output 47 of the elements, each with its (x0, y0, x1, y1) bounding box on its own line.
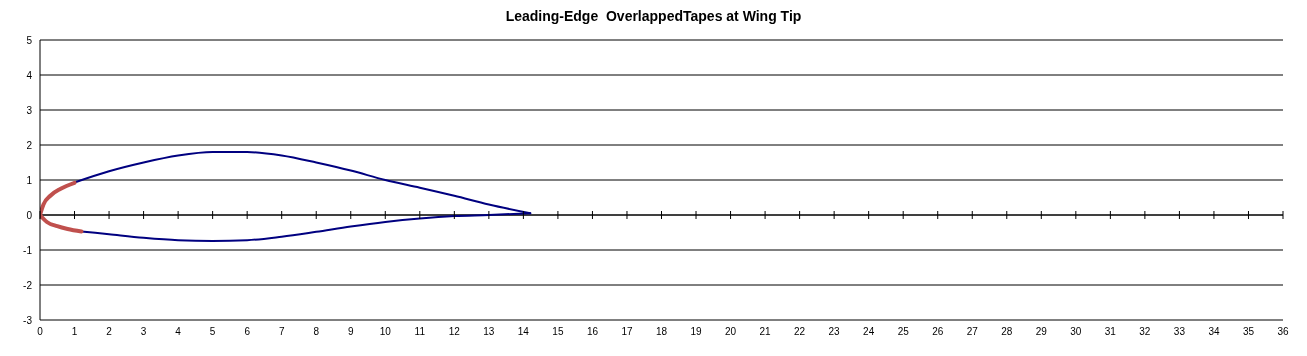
x-tick-label: 7 (278, 326, 285, 338)
x-tick-label: 20 (724, 326, 737, 338)
x-tick-label: 19 (690, 326, 703, 338)
x-tick-label: 4 (175, 326, 182, 338)
x-tick-label: 3 (140, 326, 147, 338)
y-tick-label: 2 (26, 139, 33, 151)
y-tick-label: 0 (26, 209, 33, 221)
x-tick-label: 11 (414, 326, 426, 338)
y-tick-label: 5 (26, 34, 33, 46)
x-tick-label: 23 (828, 326, 841, 338)
x-tick-label: 10 (379, 326, 392, 338)
x-tick-label: 34 (1208, 326, 1220, 338)
x-tick-label: 36 (1277, 326, 1289, 338)
x-tick-label: 27 (966, 326, 979, 338)
x-tick-label: 32 (1139, 326, 1151, 338)
x-tick-label: 12 (448, 326, 461, 338)
y-tick-label: -1 (23, 244, 33, 256)
x-tick-label: 35 (1242, 326, 1255, 338)
y-tick-label: -2 (23, 279, 33, 291)
x-tick-label: 9 (347, 326, 354, 338)
x-tick-label: 25 (897, 326, 910, 338)
x-tick-label: 24 (863, 326, 875, 338)
y-tick-label: 3 (26, 104, 33, 116)
x-tick-label: 0 (37, 326, 44, 338)
x-tick-label: 22 (794, 326, 806, 338)
x-tick-label: 29 (1035, 326, 1048, 338)
x-tick-label: 30 (1070, 326, 1082, 338)
x-tick-label: 33 (1173, 326, 1186, 338)
x-tick-label: 16 (586, 326, 599, 338)
x-tick-label: 15 (552, 326, 564, 338)
x-tick-label: 17 (621, 326, 633, 338)
y-tick-label: 1 (26, 174, 33, 186)
y-tick-label: 4 (26, 69, 33, 81)
x-tick-label: 18 (655, 326, 668, 338)
x-tick-label: 5 (209, 326, 216, 338)
x-tick-label: 26 (932, 326, 944, 338)
x-tick-label: 13 (483, 326, 495, 338)
x-tick-label: 6 (244, 326, 251, 338)
x-tick-label: 28 (1001, 326, 1013, 338)
x-tick-label: 8 (313, 326, 320, 338)
x-tick-label: 2 (106, 326, 113, 338)
chart-title: Leading-Edge OverlappedTapes at Wing Tip (504, 8, 803, 26)
x-tick-label: 31 (1104, 326, 1117, 338)
x-tick-label: 1 (71, 326, 78, 338)
x-tick-label: 14 (517, 326, 530, 338)
y-tick-label: -3 (23, 314, 33, 326)
x-tick-label: 21 (759, 326, 772, 338)
